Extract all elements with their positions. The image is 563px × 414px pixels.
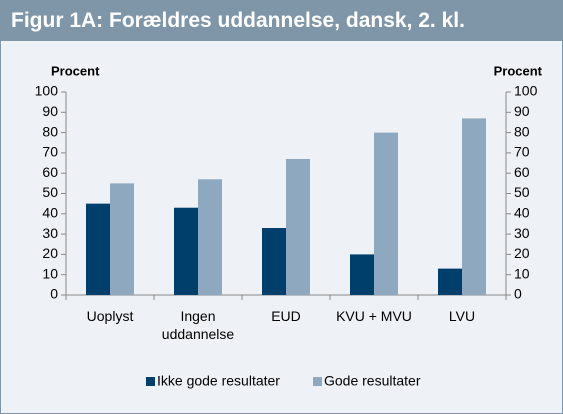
y2-axis-label: Procent — [494, 63, 543, 78]
y-axis-label: Procent — [51, 63, 100, 78]
y-tick-label: 100 — [35, 83, 59, 99]
legend-swatch — [313, 377, 322, 386]
x-tick-label: Uoplyst — [86, 308, 134, 324]
y-tick-label: 30 — [42, 225, 58, 241]
y2-tick-label: 100 — [514, 83, 538, 99]
x-tick-label: EUD — [271, 308, 301, 324]
y2-tick-label: 0 — [514, 286, 522, 302]
y2-tick-label: 10 — [514, 265, 530, 281]
y-tick-label: 70 — [42, 144, 58, 160]
bar — [110, 183, 134, 295]
bar — [198, 179, 222, 295]
y-tick-label: 40 — [42, 205, 58, 221]
y2-tick-label: 20 — [514, 245, 530, 261]
y-tick-label: 50 — [42, 184, 58, 200]
y2-tick-label: 50 — [514, 184, 530, 200]
y2-tick-label: 70 — [514, 144, 530, 160]
y-tick-label: 80 — [42, 123, 58, 139]
chart-title: Figur 1A: Forældres uddannelse, dansk, 2… — [1, 1, 562, 41]
y2-tick-label: 40 — [514, 205, 530, 221]
bar — [462, 118, 486, 295]
bar — [174, 207, 198, 295]
y2-tick-label: 30 — [514, 225, 530, 241]
legend-label: Ikke gode resultater — [157, 373, 280, 389]
x-tick-label: KVU + MVU — [336, 308, 412, 324]
bar — [374, 132, 398, 295]
x-tick-label: Ingen uddannelse — [161, 308, 235, 342]
x-tick-label: LVU — [448, 308, 476, 324]
y2-tick-label: 80 — [514, 123, 530, 139]
legend-label: Gode resultater — [324, 373, 421, 389]
legend-swatch — [146, 377, 155, 386]
y-tick-label: 20 — [42, 245, 58, 261]
y-tick-label: 10 — [42, 265, 58, 281]
bar — [438, 268, 462, 295]
bar — [86, 203, 110, 295]
y2-tick-label: 90 — [514, 103, 530, 119]
y-tick-label: 90 — [42, 103, 58, 119]
y-tick-label: 60 — [42, 164, 58, 180]
y-tick-label: 0 — [50, 286, 58, 302]
bar — [286, 158, 310, 295]
bar — [262, 228, 286, 295]
bar — [350, 254, 374, 295]
y2-tick-label: 60 — [514, 164, 530, 180]
